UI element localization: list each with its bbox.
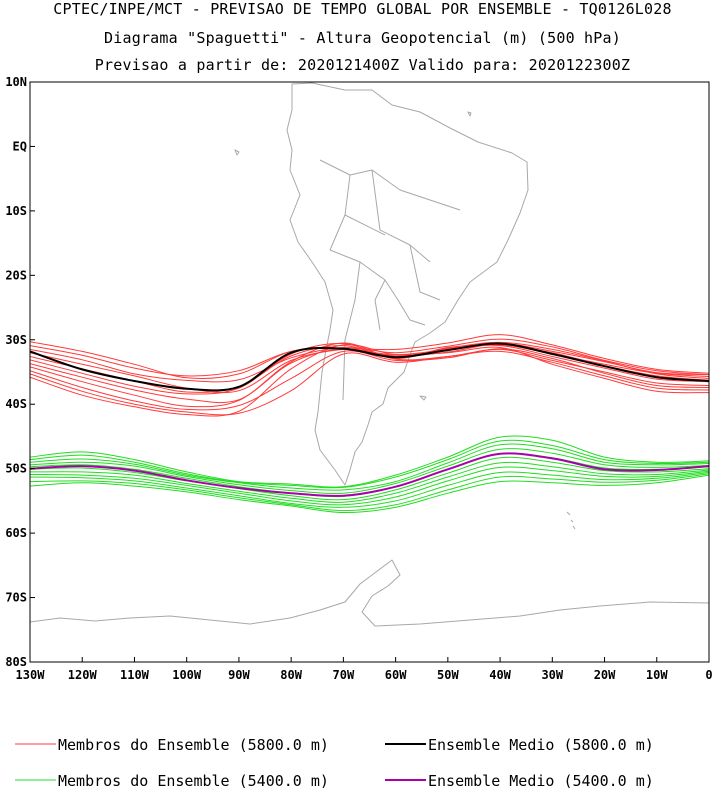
x-tick-label-13: 0 bbox=[705, 668, 712, 682]
member5800-member-line-8 bbox=[30, 342, 709, 408]
plot-frame bbox=[29, 81, 710, 663]
y-tick-label-5: 40S bbox=[5, 397, 27, 411]
basemap-coastlines bbox=[30, 82, 709, 627]
y-tick-label-0: 10N bbox=[5, 75, 27, 89]
x-tick-label-5: 80W bbox=[280, 668, 302, 682]
member5400-member-line-7 bbox=[30, 461, 709, 503]
x-tick-label-0: 130W bbox=[16, 668, 46, 682]
y-tick-label-8: 70S bbox=[5, 591, 27, 605]
member5800-member-line-11 bbox=[30, 344, 709, 417]
x-tick-label-12: 10W bbox=[646, 668, 668, 682]
x-tick-label-7: 60W bbox=[385, 668, 407, 682]
y-tick-label-7: 60S bbox=[5, 526, 27, 540]
legend-label-2: Ensemble Medio (5800.0 m) bbox=[428, 736, 654, 754]
legend-label-3: Membros do Ensemble (5400.0 m) bbox=[58, 772, 329, 790]
member5400-member-line-9 bbox=[30, 471, 709, 508]
antarctica-coastline bbox=[30, 559, 709, 627]
y-tick-label-9: 80S bbox=[5, 655, 27, 669]
x-tick-label-4: 90W bbox=[228, 668, 250, 682]
member5400-member-line-1 bbox=[30, 435, 709, 488]
member5400-member-line-4 bbox=[30, 448, 709, 494]
x-tick-label-9: 40W bbox=[489, 668, 511, 682]
member5400-member-line-10 bbox=[30, 473, 709, 512]
x-tick-label-2: 110W bbox=[120, 668, 150, 682]
x-tick-label-10: 30W bbox=[541, 668, 563, 682]
islands bbox=[234, 111, 576, 530]
series-layer bbox=[30, 334, 709, 514]
member5400-member-line-8 bbox=[30, 466, 709, 506]
x-tick-label-6: 70W bbox=[333, 668, 355, 682]
member5800-member-line-9 bbox=[30, 348, 709, 411]
title-line-2: Diagrama "Spaguetti" - Altura Geopotenci… bbox=[104, 29, 621, 47]
x-tick-label-1: 120W bbox=[68, 668, 98, 682]
member5400-member-line-6 bbox=[30, 456, 709, 501]
title-line-3: Previsao a partir de: 2020121400Z Valido… bbox=[94, 56, 631, 74]
legend-label-1: Membros do Ensemble (5800.0 m) bbox=[58, 736, 329, 754]
y-tick-label-3: 20S bbox=[5, 268, 27, 282]
axes-layer: 130W 120W 110W 100W 90W 80W 70W 60W 50W 40W 30W 20W… bbox=[5, 75, 712, 682]
member5400-member-line-11 bbox=[30, 474, 709, 514]
legend: Membros do Ensemble (5800.0 m) Ensemble M… bbox=[15, 736, 654, 790]
y-tick-label-4: 30S bbox=[5, 333, 27, 347]
y-tick-label-2: 10S bbox=[5, 204, 27, 218]
x-tick-label-11: 20W bbox=[594, 668, 616, 682]
x-tick-label-3: 100W bbox=[172, 668, 202, 682]
mean5800-line bbox=[30, 342, 709, 392]
member5400-member-line-2 bbox=[30, 439, 709, 489]
x-tick-label-8: 50W bbox=[437, 668, 459, 682]
y-tick-label-6: 50S bbox=[5, 462, 27, 476]
member5400-member-line-3 bbox=[30, 443, 709, 491]
title-line-1: CPTEC/INPE/MCT - PREVISAO DE TEMPO GLOBA… bbox=[53, 0, 672, 18]
south-america-coastline bbox=[286, 82, 529, 486]
mean5400-line bbox=[30, 452, 709, 497]
y-tick-label-1: EQ bbox=[13, 139, 27, 153]
legend-label-4: Ensemble Medio (5400.0 m) bbox=[428, 772, 654, 790]
member5800-member-line-10 bbox=[30, 350, 709, 416]
member5800-member-line-4 bbox=[30, 334, 709, 394]
country-borders bbox=[319, 159, 461, 401]
